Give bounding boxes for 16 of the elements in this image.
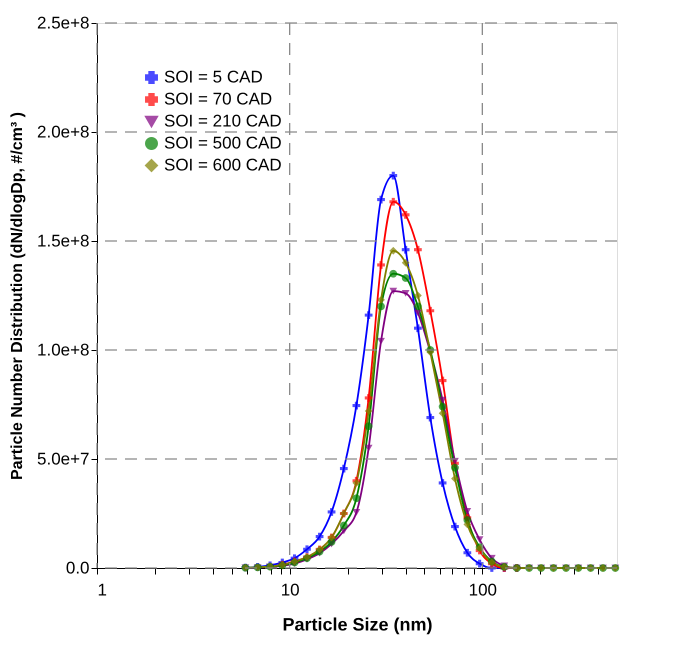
legend-label: SOI = 500 CAD bbox=[164, 134, 282, 152]
x-tick-label: 10 bbox=[280, 580, 300, 600]
legend-label: SOI = 210 CAD bbox=[164, 112, 282, 130]
y-tick-label: 2.5e+8 bbox=[37, 14, 90, 32]
y-tick-label: 0.0 bbox=[66, 558, 90, 578]
y-axis-title: Particle Number Distribution (dN/dlogDp, #/cm³ ) bbox=[9, 112, 26, 480]
y-tick-label: 1.0e+8 bbox=[37, 340, 90, 360]
legend-label: SOI = 70 CAD bbox=[164, 90, 272, 108]
legend-label: SOI = 600 CAD bbox=[164, 156, 282, 174]
y-tick-label: 2.0e+8 bbox=[37, 122, 90, 142]
y-tick-label: 1.5e+8 bbox=[37, 232, 90, 250]
legend-label: SOI = 5 CAD bbox=[164, 68, 263, 86]
x-tick-label: 100 bbox=[468, 580, 498, 600]
y-tick-label: 5.0e+7 bbox=[37, 450, 90, 468]
x-axis-title: Particle Size (nm) bbox=[282, 614, 433, 634]
x-tick-label: 1 bbox=[98, 580, 107, 600]
